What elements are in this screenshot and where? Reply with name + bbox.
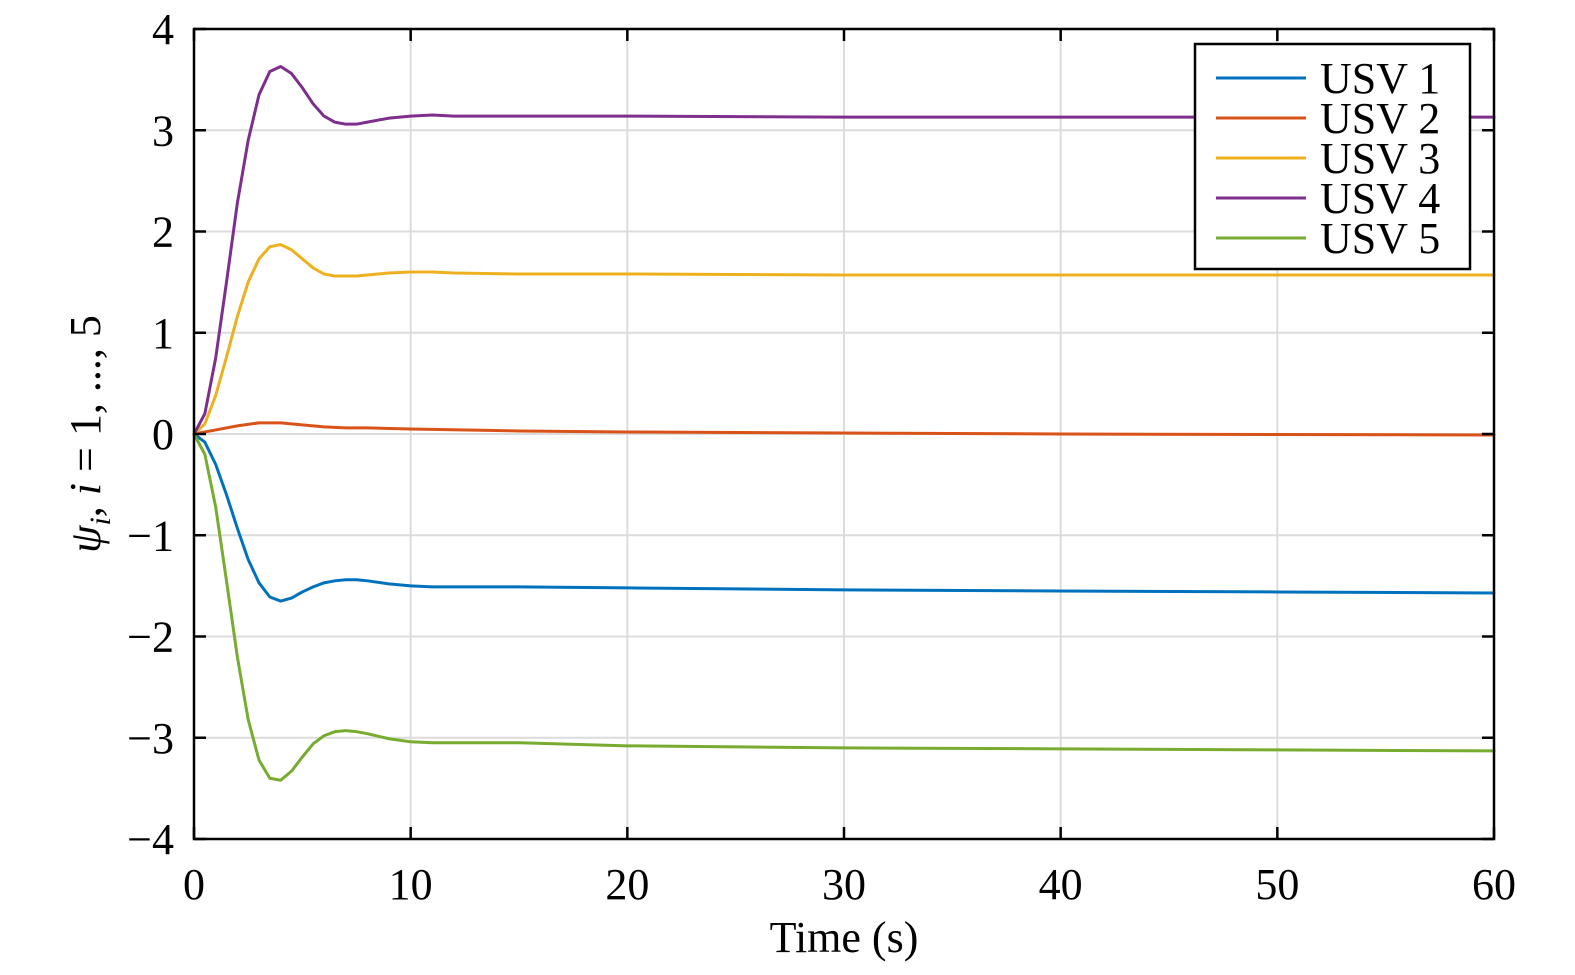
legend-item: USV 3 xyxy=(1216,134,1440,183)
y-axis-label-subscript: i xyxy=(84,517,117,525)
y-tick-label: −4 xyxy=(127,815,174,864)
x-tick-label: 40 xyxy=(1039,860,1083,909)
y-tick-label: −3 xyxy=(127,714,174,763)
legend-label: USV 4 xyxy=(1320,174,1440,223)
y-tick-label: −2 xyxy=(127,613,174,662)
x-tick-label: 60 xyxy=(1472,860,1516,909)
y-tick-label: 0 xyxy=(152,410,174,459)
x-tick-labels: 0 10 20 30 40 50 60 xyxy=(183,860,1516,909)
legend-item: USV 4 xyxy=(1216,174,1440,223)
y-axis-label-index: i xyxy=(61,483,110,495)
y-tick-labels: −4 −3 −2 −1 0 1 2 3 4 xyxy=(127,5,174,864)
legend-label: USV 2 xyxy=(1320,94,1440,143)
y-tick-label: 2 xyxy=(152,208,174,257)
series-lines xyxy=(192,64,1496,782)
y-tick-label: −1 xyxy=(127,511,174,560)
series-line xyxy=(192,421,1496,437)
y-tick-label: 1 xyxy=(152,309,174,358)
ticks xyxy=(192,27,1496,841)
y-axis-label-psi: ψ xyxy=(61,525,110,553)
y-axis-label: ψi, i = 1, ..., 5 xyxy=(61,315,117,553)
series-line xyxy=(192,432,1496,782)
x-tick-label: 20 xyxy=(605,860,649,909)
x-tick-label: 10 xyxy=(389,860,433,909)
legend-label: USV 1 xyxy=(1320,54,1440,103)
x-tick-label: 30 xyxy=(822,860,866,909)
y-axis-label-separator: , xyxy=(61,495,110,517)
series-line xyxy=(192,432,1496,603)
x-tick-label: 0 xyxy=(183,860,205,909)
legend-item: USV 2 xyxy=(1216,94,1440,143)
x-tick-label: 50 xyxy=(1255,860,1299,909)
x-axis-label: Time (s) xyxy=(770,913,919,962)
series-line xyxy=(192,243,1496,436)
y-tick-label: 3 xyxy=(152,106,174,155)
y-tick-label: 4 xyxy=(152,5,174,54)
legend-item: USV 5 xyxy=(1216,214,1440,263)
legend-label: USV 5 xyxy=(1320,214,1440,263)
legend-item: USV 1 xyxy=(1216,54,1440,103)
y-axis-label-range: = 1, ..., 5 xyxy=(61,315,110,483)
legend-label: USV 3 xyxy=(1320,134,1440,183)
series-line xyxy=(192,64,1496,436)
